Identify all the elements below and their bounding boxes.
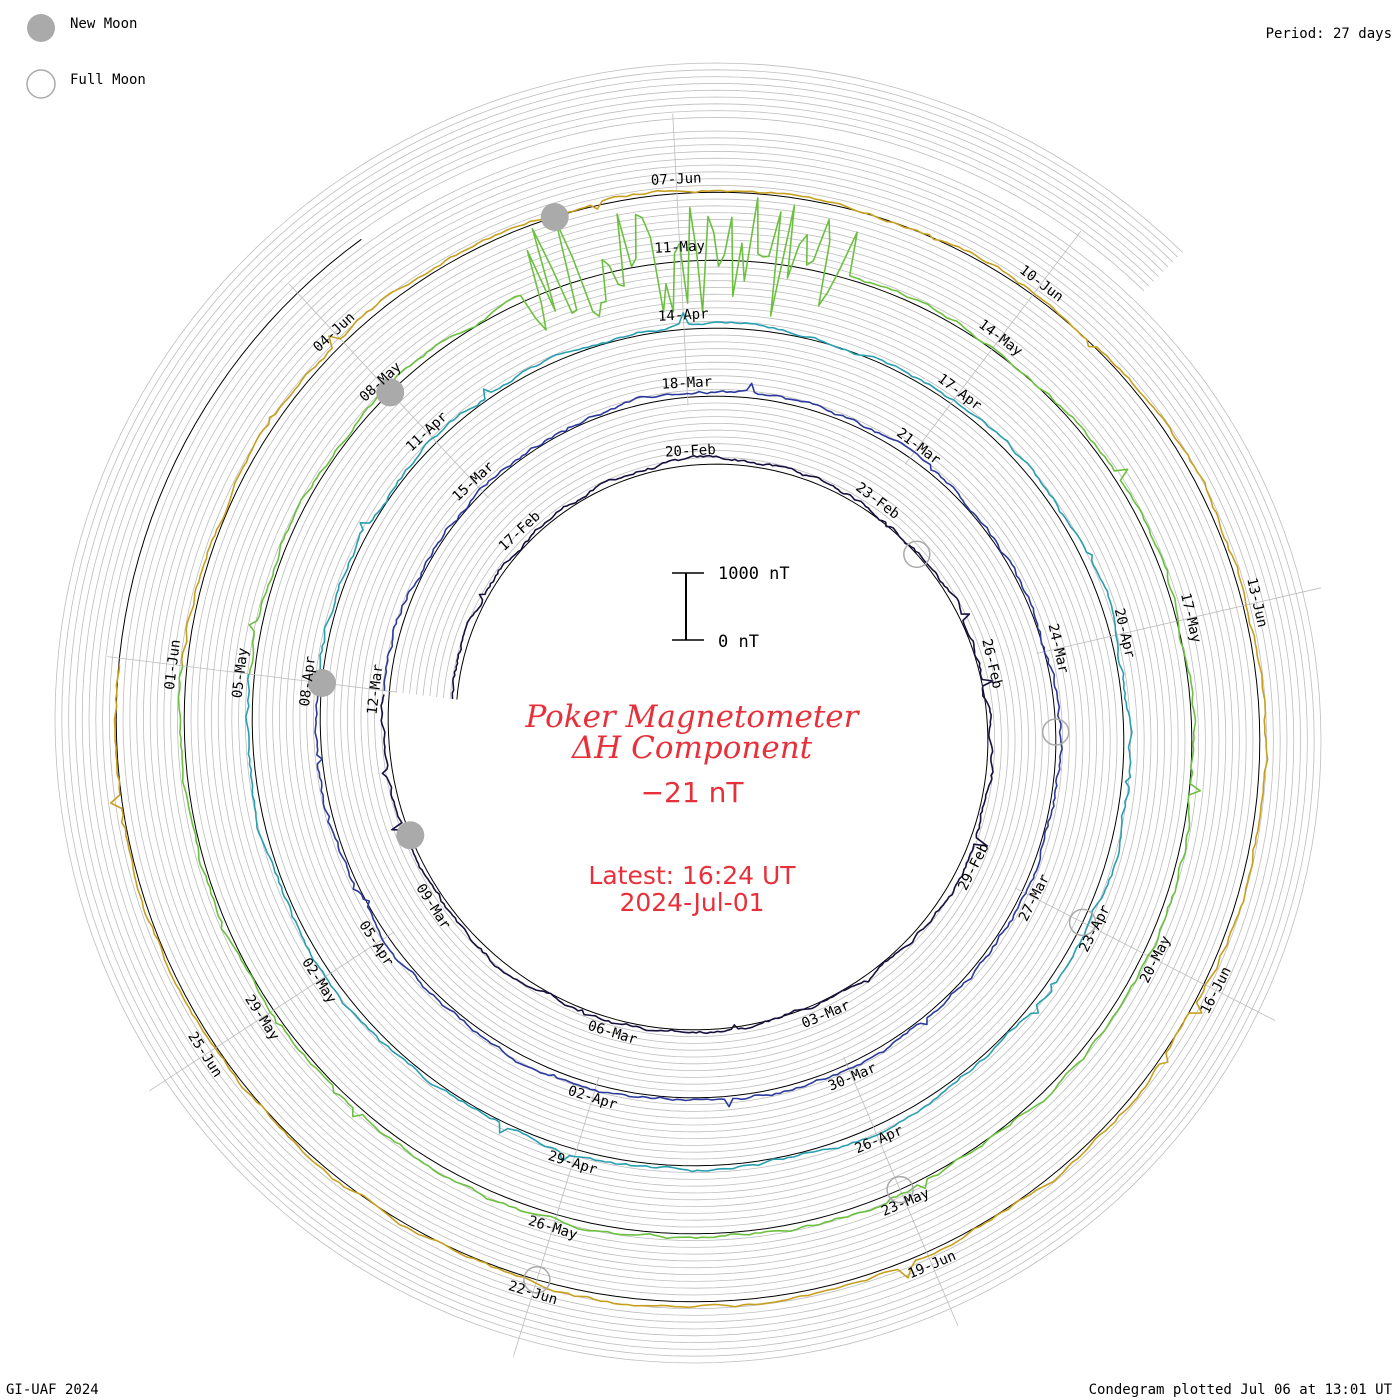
date-label: 24-Mar bbox=[1044, 622, 1071, 675]
date-label: 26-Feb bbox=[978, 637, 1005, 690]
date-label: 02-Apr bbox=[566, 1083, 619, 1113]
new-moon-marker bbox=[396, 821, 425, 850]
grid-spiral bbox=[68, 76, 1308, 1350]
day-spoke bbox=[513, 1076, 600, 1357]
full-moon-legend-icon bbox=[26, 69, 56, 99]
full-moon-marker bbox=[523, 1266, 551, 1294]
grid-spiral bbox=[102, 110, 1274, 1316]
date-label: 05-May bbox=[229, 647, 251, 699]
date-label: 09-Mar bbox=[412, 881, 453, 932]
grid-spiral bbox=[61, 69, 1315, 1357]
date-label: 11-Apr bbox=[403, 409, 451, 455]
date-label: 07-Jun bbox=[651, 170, 702, 189]
scale-top-label: 1000 nT bbox=[718, 564, 790, 584]
date-label: 11-May bbox=[654, 238, 705, 257]
day-spoke bbox=[672, 113, 689, 406]
date-label: 04-Jun bbox=[310, 309, 358, 355]
full-moon-marker bbox=[1068, 908, 1097, 937]
latest-date: 2024-Jul-01 bbox=[619, 888, 764, 917]
footer-credit: GI-UAF 2024 bbox=[6, 1382, 99, 1398]
footer-plotted: Condegram plotted Jul 06 at 13:01 UT bbox=[1089, 1382, 1393, 1398]
grid-spiral bbox=[95, 103, 1281, 1323]
grid-spiral bbox=[74, 82, 1302, 1344]
full-moon-marker bbox=[903, 540, 931, 569]
chart-subtitle: ΔH Component bbox=[571, 730, 813, 766]
grid-spiral bbox=[54, 62, 1322, 1364]
date-label: 13-Jun bbox=[1243, 576, 1270, 629]
full-moon-marker bbox=[886, 1175, 914, 1204]
date-label: 29-May bbox=[241, 992, 282, 1043]
full-moon-legend-label: Full Moon bbox=[70, 72, 146, 88]
chart-title: Poker Magnetometer bbox=[525, 699, 861, 735]
new-moon-marker bbox=[376, 378, 405, 407]
full-moon-marker bbox=[1041, 718, 1070, 746]
date-label: 29-Apr bbox=[546, 1148, 599, 1178]
grid-spiral bbox=[88, 96, 1288, 1330]
date-label: 01-Jun bbox=[162, 639, 184, 691]
date-label: 26-Apr bbox=[853, 1123, 906, 1157]
trace-turn-2 bbox=[314, 382, 1063, 1108]
day-spoke bbox=[843, 1056, 959, 1327]
moon-layer bbox=[307, 203, 1097, 1294]
current-value: −21 nT bbox=[641, 776, 745, 809]
date-label: 17-May bbox=[1177, 591, 1204, 644]
new-moon-marker bbox=[540, 203, 569, 231]
new-moon-marker bbox=[307, 669, 336, 697]
date-label: 08-Apr bbox=[297, 655, 319, 707]
date-label: 03-Mar bbox=[799, 997, 852, 1031]
day-spoke bbox=[1014, 887, 1276, 1021]
latest-time: Latest: 16:24 UT bbox=[588, 861, 796, 890]
trace-turn-5 bbox=[110, 189, 1269, 1309]
date-label: 21-Mar bbox=[893, 425, 943, 468]
period-label: Period: 27 days bbox=[1266, 26, 1392, 42]
date-label: 12-Mar bbox=[364, 663, 386, 715]
date-label: 19-Jun bbox=[906, 1248, 959, 1282]
trace-turn-4 bbox=[177, 197, 1201, 1240]
date-label: 30-Mar bbox=[826, 1060, 879, 1094]
date-label: 18-Mar bbox=[661, 374, 712, 393]
new-moon-legend-icon bbox=[27, 14, 55, 42]
date-label: 20-Feb bbox=[665, 442, 716, 461]
grid-spiral bbox=[81, 89, 1295, 1337]
trace-turn-1 bbox=[380, 454, 994, 1035]
new-moon-legend-label: New Moon bbox=[70, 16, 137, 32]
date-label: 02-May bbox=[298, 955, 339, 1006]
date-label: 22-Jun bbox=[506, 1278, 559, 1308]
date-label: 20-Apr bbox=[1111, 607, 1138, 660]
date-label: 17-Feb bbox=[496, 508, 544, 554]
day-spoke bbox=[149, 931, 395, 1092]
day-spoke bbox=[107, 656, 398, 693]
trace-layer bbox=[110, 189, 1269, 1309]
trace-turn-3 bbox=[245, 312, 1133, 1173]
scale-bottom-label: 0 nT bbox=[718, 632, 759, 652]
date-label: 14-Apr bbox=[658, 306, 709, 325]
